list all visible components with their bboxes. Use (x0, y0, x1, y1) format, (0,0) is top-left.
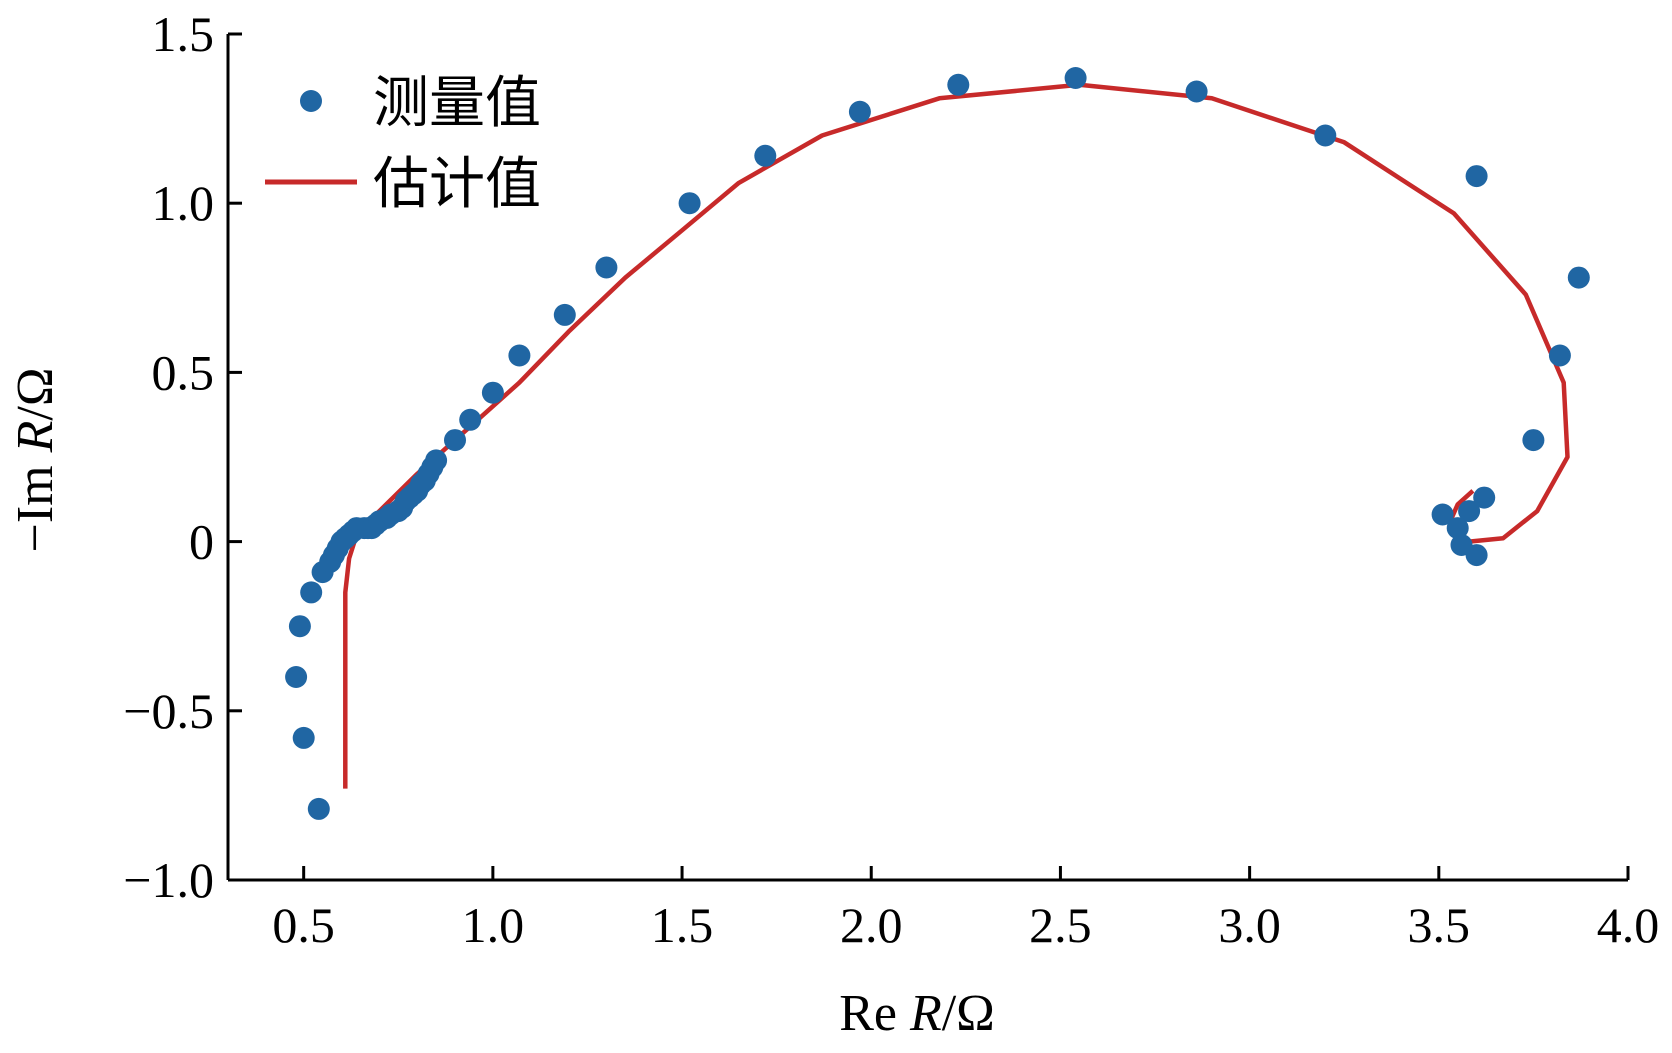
y-tick-label: −1.0 (123, 852, 214, 908)
measured-point (292, 726, 315, 749)
x-tick-label: 3.0 (1218, 897, 1281, 953)
legend: 测量值 估计值 (265, 71, 541, 217)
measured-point (508, 344, 531, 367)
measured-point (595, 256, 618, 279)
measured-point (754, 144, 777, 167)
measured-point (1465, 165, 1488, 188)
measured-point (300, 581, 323, 604)
measured-point (678, 192, 701, 215)
measured-point (307, 797, 330, 820)
y-tick-label: 1.0 (152, 175, 215, 231)
legend-label-measured: 测量值 (373, 71, 541, 136)
measured-point (459, 408, 482, 431)
measured-point (1522, 429, 1545, 452)
measured-point (1567, 266, 1590, 289)
measured-point (1458, 500, 1481, 523)
x-tick-label: 1.5 (651, 897, 714, 953)
measured-point (553, 303, 576, 326)
measured-point (1431, 503, 1454, 526)
y-tick-label: −0.5 (123, 683, 214, 739)
y-tick-label: 1.5 (152, 6, 215, 62)
measured-point (1314, 124, 1337, 147)
legend-marker-measured (300, 90, 322, 112)
x-axis-ticks: 0.5 1.0 1.5 2.0 2.5 3.0 3.5 4.0 (272, 866, 1659, 953)
measured-point (285, 666, 308, 688)
measured-point (1446, 517, 1469, 540)
y-axis-title: −Im R/Ω (7, 368, 64, 553)
measured-point (1064, 67, 1087, 89)
series-measured-points (285, 67, 1590, 820)
measured-point (425, 449, 448, 472)
measured-point (848, 100, 871, 123)
y-tick-label: 0.5 (152, 344, 215, 400)
x-tick-label: 4.0 (1597, 897, 1660, 953)
measured-point (1548, 344, 1571, 367)
axes (226, 34, 1628, 882)
x-tick-label: 2.0 (840, 897, 903, 953)
measured-point (1465, 544, 1488, 567)
x-tick-label: 3.5 (1408, 897, 1471, 953)
measured-point (481, 381, 504, 404)
y-axis-ticks: 1.5 1.0 0.5 0 −0.5 −1.0 (123, 6, 242, 908)
measured-point (444, 429, 466, 452)
x-axis-title: Re R/Ω (839, 985, 995, 1042)
x-tick-label: 1.0 (462, 897, 525, 953)
y-tick-label: 0 (189, 514, 214, 570)
x-tick-label: 0.5 (272, 897, 335, 953)
legend-label-estimated: 估计值 (373, 152, 541, 217)
x-tick-label: 2.5 (1029, 897, 1092, 953)
measured-point (1473, 486, 1496, 509)
measured-point (288, 615, 311, 638)
measured-point (1185, 80, 1208, 103)
measured-point (947, 73, 970, 96)
